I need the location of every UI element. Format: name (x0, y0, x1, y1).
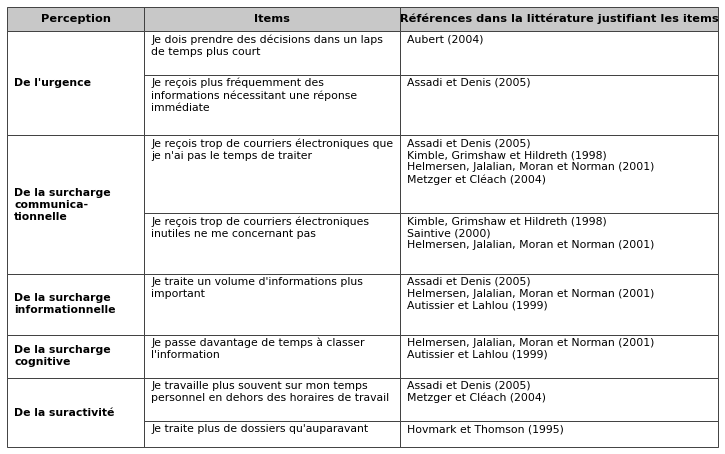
Text: Helmersen, Jalalian, Moran et Norman (2001)
Autissier et Lahlou (1999): Helmersen, Jalalian, Moran et Norman (20… (407, 338, 655, 360)
Bar (400, 31, 718, 75)
Text: Je reçois trop de courriers électroniques
inutiles ne me concernant pas: Je reçois trop de courriers électronique… (152, 216, 369, 239)
Text: Je passe davantage de temps à classer
l'information: Je passe davantage de temps à classer l'… (152, 338, 365, 360)
Text: De l'urgence: De l'urgence (14, 79, 91, 89)
Bar (7, 378, 144, 447)
Bar (144, 31, 400, 75)
Bar (144, 7, 400, 31)
Text: Kimble, Grimshaw et Hildreth (1998)
Saintive (2000)
Helmersen, Jalalian, Moran e: Kimble, Grimshaw et Hildreth (1998) Sain… (407, 216, 655, 250)
Bar (400, 335, 718, 378)
Text: Références dans la littérature justifiant les items: Références dans la littérature justifian… (399, 14, 718, 25)
Bar (144, 421, 400, 447)
Bar (7, 135, 144, 274)
Text: Assadi et Denis (2005)
Helmersen, Jalalian, Moran et Norman (2001)
Autissier et : Assadi et Denis (2005) Helmersen, Jalali… (407, 277, 655, 311)
Bar (7, 31, 144, 135)
Bar (7, 335, 144, 378)
Text: De la surcharge
informationnelle: De la surcharge informationnelle (14, 293, 116, 316)
Text: Hovmark et Thomson (1995): Hovmark et Thomson (1995) (407, 424, 564, 434)
Text: Assadi et Denis (2005)
Kimble, Grimshaw et Hildreth (1998)
Helmersen, Jalalian, : Assadi et Denis (2005) Kimble, Grimshaw … (407, 138, 655, 185)
Text: Je dois prendre des décisions dans un laps
de temps plus court: Je dois prendre des décisions dans un la… (152, 35, 384, 57)
Bar (400, 7, 718, 31)
Text: Je traite plus de dossiers qu'auparavant: Je traite plus de dossiers qu'auparavant (152, 424, 368, 434)
Bar (400, 421, 718, 447)
Bar (144, 378, 400, 421)
Text: Assadi et Denis (2005): Assadi et Denis (2005) (407, 78, 531, 88)
Bar (400, 274, 718, 335)
Text: Je reçois trop de courriers électroniques que
je n'ai pas le temps de traiter: Je reçois trop de courriers électronique… (152, 138, 394, 161)
Text: Items: Items (254, 14, 290, 24)
Bar (400, 75, 718, 135)
Text: Assadi et Denis (2005)
Metzger et Cléach (2004): Assadi et Denis (2005) Metzger et Cléach… (407, 381, 546, 404)
Bar (144, 135, 400, 213)
Bar (7, 274, 144, 335)
Text: Je traite un volume d'informations plus
important: Je traite un volume d'informations plus … (152, 277, 363, 299)
Text: Aubert (2004): Aubert (2004) (407, 35, 484, 44)
Bar (144, 213, 400, 274)
Bar (144, 274, 400, 335)
Text: De la surcharge
cognitive: De la surcharge cognitive (14, 345, 111, 367)
Bar (400, 213, 718, 274)
Bar (400, 378, 718, 421)
Text: De la surcharge
communica-
tionnelle: De la surcharge communica- tionnelle (14, 188, 111, 222)
Bar (7, 7, 144, 31)
Bar (144, 75, 400, 135)
Bar (400, 135, 718, 213)
Text: Je travaille plus souvent sur mon temps
personnel en dehors des horaires de trav: Je travaille plus souvent sur mon temps … (152, 381, 389, 403)
Text: Je reçois plus fréquemment des
informations nécessitant une réponse
immédiate: Je reçois plus fréquemment des informati… (152, 78, 357, 113)
Bar (144, 335, 400, 378)
Text: Perception: Perception (41, 14, 111, 24)
Text: De la suractivité: De la suractivité (14, 408, 115, 418)
